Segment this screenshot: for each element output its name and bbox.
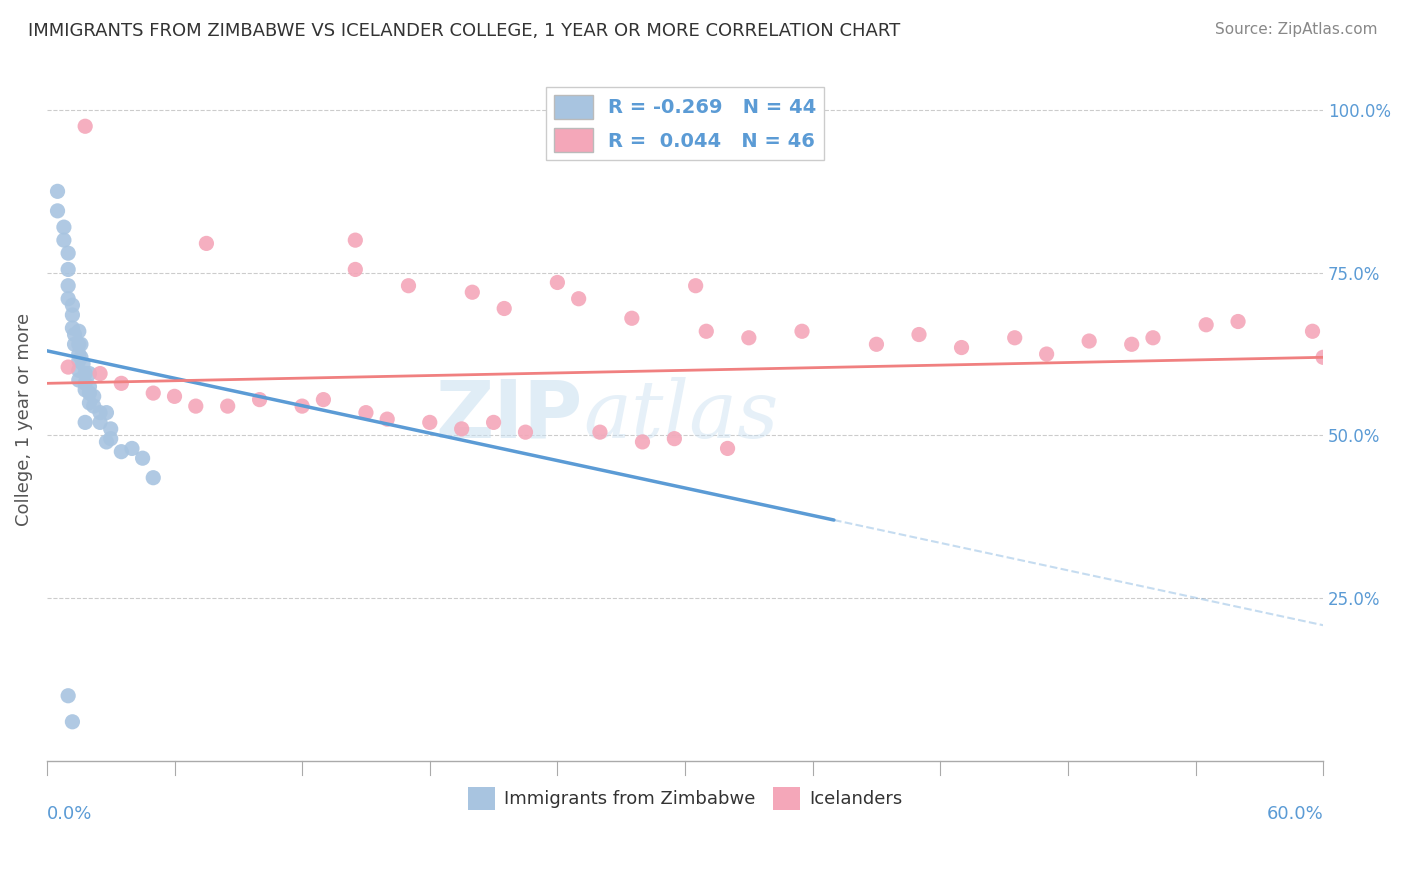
- Point: [100, 422, 122, 436]
- Point: [163, 389, 186, 403]
- Y-axis label: College, 1 year or more: College, 1 year or more: [15, 312, 32, 525]
- Point: [217, 399, 239, 413]
- Point: [67, 337, 90, 351]
- Point: [62, 321, 84, 335]
- Point: [142, 471, 165, 485]
- Point: [695, 324, 717, 338]
- Point: [450, 422, 472, 436]
- Point: [1195, 318, 1218, 332]
- Point: [56, 278, 79, 293]
- Point: [67, 324, 90, 338]
- Point: [375, 412, 398, 426]
- Point: [546, 276, 568, 290]
- Point: [291, 399, 314, 413]
- Point: [79, 367, 101, 381]
- Point: [62, 714, 84, 729]
- Point: [100, 432, 122, 446]
- Point: [56, 360, 79, 375]
- Text: 0.0%: 0.0%: [46, 805, 93, 823]
- Point: [67, 353, 90, 368]
- Point: [1227, 314, 1250, 328]
- Point: [52, 233, 75, 247]
- Point: [56, 246, 79, 260]
- Point: [75, 416, 97, 430]
- Point: [950, 341, 973, 355]
- Text: IMMIGRANTS FROM ZIMBABWE VS ICELANDER COLLEGE, 1 YEAR OR MORE CORRELATION CHART: IMMIGRANTS FROM ZIMBABWE VS ICELANDER CO…: [28, 22, 900, 40]
- Text: ZIP: ZIP: [436, 376, 583, 455]
- Point: [89, 406, 111, 420]
- Point: [1035, 347, 1057, 361]
- Point: [121, 442, 143, 456]
- Point: [75, 376, 97, 391]
- Point: [249, 392, 271, 407]
- Point: [1121, 337, 1143, 351]
- Point: [72, 357, 94, 371]
- Point: [79, 396, 101, 410]
- Legend: R = -0.269   N = 44, R =  0.044   N = 46: R = -0.269 N = 44, R = 0.044 N = 46: [546, 87, 824, 160]
- Point: [62, 308, 84, 322]
- Point: [89, 416, 111, 430]
- Point: [79, 386, 101, 401]
- Point: [1004, 331, 1026, 345]
- Point: [664, 432, 686, 446]
- Point: [79, 379, 101, 393]
- Point: [589, 425, 612, 439]
- Point: [685, 278, 707, 293]
- Point: [83, 389, 105, 403]
- Point: [67, 373, 90, 387]
- Point: [83, 399, 105, 413]
- Point: [56, 292, 79, 306]
- Point: [515, 425, 537, 439]
- Point: [131, 451, 153, 466]
- Point: [865, 337, 887, 351]
- Point: [716, 442, 738, 456]
- Point: [1142, 331, 1164, 345]
- Point: [568, 292, 591, 306]
- Point: [56, 262, 79, 277]
- Point: [67, 347, 90, 361]
- Point: [620, 311, 643, 326]
- Point: [494, 301, 516, 316]
- Point: [63, 337, 86, 351]
- Point: [89, 367, 111, 381]
- Point: [46, 185, 69, 199]
- Point: [70, 337, 93, 351]
- Point: [184, 399, 207, 413]
- Point: [70, 351, 93, 365]
- Point: [1302, 324, 1324, 338]
- Point: [56, 689, 79, 703]
- Point: [67, 363, 90, 377]
- Point: [312, 392, 335, 407]
- Point: [1312, 351, 1334, 365]
- Point: [738, 331, 761, 345]
- Point: [75, 367, 97, 381]
- Point: [75, 120, 97, 134]
- Point: [63, 327, 86, 342]
- Point: [790, 324, 813, 338]
- Point: [461, 285, 484, 300]
- Point: [398, 278, 420, 293]
- Point: [419, 416, 441, 430]
- Text: Source: ZipAtlas.com: Source: ZipAtlas.com: [1215, 22, 1378, 37]
- Point: [195, 236, 218, 251]
- Point: [631, 434, 654, 449]
- Point: [142, 386, 165, 401]
- Point: [908, 327, 931, 342]
- Point: [62, 298, 84, 312]
- Text: atlas: atlas: [583, 377, 779, 454]
- Point: [96, 406, 118, 420]
- Point: [46, 203, 69, 218]
- Point: [344, 233, 367, 247]
- Point: [1078, 334, 1101, 348]
- Point: [354, 406, 377, 420]
- Point: [110, 444, 132, 458]
- Point: [75, 383, 97, 397]
- Point: [344, 262, 367, 277]
- Point: [96, 434, 118, 449]
- Text: 60.0%: 60.0%: [1267, 805, 1323, 823]
- Point: [52, 220, 75, 235]
- Point: [482, 416, 505, 430]
- Point: [110, 376, 132, 391]
